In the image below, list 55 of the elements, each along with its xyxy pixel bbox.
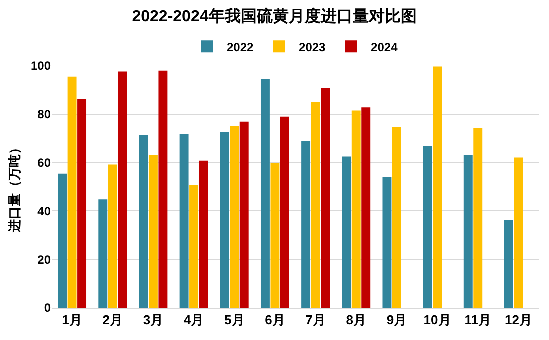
x-tick-label: 4月 bbox=[184, 312, 204, 328]
bar bbox=[504, 220, 514, 308]
x-tick-label: 11月 bbox=[464, 312, 492, 328]
x-tick-label: 5月 bbox=[224, 312, 245, 328]
y-tick-label: 20 bbox=[38, 252, 52, 267]
bar bbox=[270, 164, 280, 308]
bar bbox=[230, 126, 240, 308]
y-tick-label: 40 bbox=[38, 204, 52, 218]
bar bbox=[118, 72, 128, 308]
bar bbox=[148, 156, 158, 308]
x-tick-label: 3月 bbox=[143, 312, 164, 328]
x-tick-label: 8月 bbox=[346, 312, 366, 328]
y-tick-label: 80 bbox=[38, 108, 52, 122]
y-tick-label: 60 bbox=[38, 156, 52, 170]
bar bbox=[280, 116, 290, 308]
x-tick-label: 6月 bbox=[265, 312, 286, 328]
chart-title: 2022-2024年我国硫黄月度进口量对比图 bbox=[132, 6, 417, 26]
x-tick-label: 12月 bbox=[504, 312, 532, 328]
bar bbox=[514, 158, 524, 308]
bar bbox=[382, 177, 392, 308]
bar bbox=[260, 79, 270, 308]
bar bbox=[392, 126, 402, 308]
bar bbox=[78, 99, 87, 308]
bar bbox=[139, 135, 148, 308]
bar bbox=[423, 146, 432, 308]
legend-label: 2023 bbox=[299, 40, 326, 54]
bar bbox=[180, 134, 189, 308]
x-tick-label: 7月 bbox=[306, 312, 326, 328]
y-tick-label: 100 bbox=[30, 59, 52, 74]
bar bbox=[58, 174, 68, 308]
x-tick-label: 2月 bbox=[102, 312, 123, 328]
bar bbox=[302, 141, 311, 308]
bar bbox=[220, 132, 230, 308]
x-tick-label: 1月 bbox=[62, 312, 82, 328]
bar bbox=[190, 185, 199, 308]
bar bbox=[98, 200, 108, 308]
bar bbox=[474, 128, 483, 308]
x-tick-label: 10月 bbox=[424, 312, 452, 328]
legend-label: 2022 bbox=[227, 40, 254, 54]
bar bbox=[240, 122, 249, 308]
bar bbox=[362, 108, 371, 308]
bar bbox=[199, 160, 208, 308]
bar bbox=[158, 70, 168, 308]
bar bbox=[464, 156, 473, 308]
x-tick-label: 9月 bbox=[386, 312, 408, 328]
y-axis-title: 进口量（万吨） bbox=[6, 142, 22, 234]
bar bbox=[311, 102, 320, 308]
bar bbox=[68, 76, 77, 308]
y-tick-label: 0 bbox=[44, 301, 52, 316]
bar bbox=[352, 110, 361, 308]
bar bbox=[342, 156, 352, 308]
bar bbox=[108, 164, 118, 308]
legend-label: 2024 bbox=[371, 40, 398, 54]
bar bbox=[321, 88, 330, 308]
bar bbox=[433, 66, 442, 308]
